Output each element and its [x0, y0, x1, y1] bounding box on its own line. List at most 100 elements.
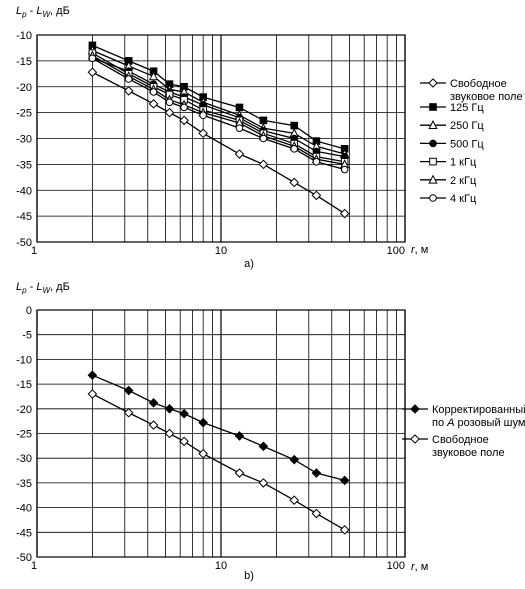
data-point — [234, 149, 245, 159]
legend-marker — [428, 120, 438, 129]
y-tick-label: -25 — [16, 429, 32, 441]
data-point — [340, 165, 349, 174]
y-tick-label: -20 — [16, 404, 32, 416]
y-axis-label-sub-p: p — [21, 10, 27, 19]
y-axis-label-dash: - — [27, 281, 37, 293]
y-tick-label: -10 — [16, 354, 32, 366]
x-axis-label: r, м — [411, 244, 428, 256]
x-tick-label: 10 — [215, 245, 227, 257]
data-point — [235, 103, 244, 112]
x-tick-label: 100 — [387, 560, 405, 572]
legend-marker — [410, 404, 420, 414]
data-point — [339, 208, 350, 219]
data-point — [149, 88, 158, 96]
x-axis-label-r: r — [411, 561, 416, 573]
data-point — [164, 428, 175, 439]
panel-label: b) — [244, 570, 254, 582]
x-tick-label: 1 — [31, 560, 37, 572]
data-point — [290, 145, 299, 153]
legend-label: звуковое поле — [450, 91, 523, 103]
legend-label: Свободное — [450, 78, 507, 90]
y-tick-label: -35 — [16, 159, 32, 171]
legend-marker — [429, 194, 437, 202]
legend-marker — [428, 174, 438, 184]
y-axis-label-sub-W: W — [42, 286, 51, 295]
data-point — [165, 98, 174, 107]
data-point — [198, 448, 208, 459]
data-point — [289, 495, 300, 505]
plot-frame — [36, 34, 406, 243]
y-axis-label-L2: L — [36, 281, 42, 293]
series-0 — [87, 67, 350, 219]
data-point — [234, 468, 245, 478]
data-point — [87, 370, 98, 381]
data-point — [164, 107, 175, 118]
data-point — [179, 115, 189, 126]
y-tick-label: -15 — [16, 56, 32, 68]
data-point — [339, 525, 350, 535]
panel-b-grid — [36, 309, 406, 558]
y-tick-label: -15 — [16, 379, 32, 391]
legend-label: 500 Гц — [450, 138, 484, 150]
x-axis-label: r, м — [411, 561, 428, 573]
legend-label-part: по — [432, 417, 447, 429]
data-point — [312, 157, 321, 166]
panel-b-chart: 0 -5 -10 -15 -20 -25 -30 -35 -40 -45 -501 10 100 Lp -… — [16, 281, 525, 582]
y-tick-label: -50 — [16, 552, 32, 564]
series-1 — [87, 389, 350, 535]
panel-label: a) — [244, 258, 254, 270]
y-axis-label-unit: , дБ — [50, 5, 70, 17]
data-point — [259, 134, 268, 143]
y-tick-label: -20 — [16, 82, 32, 94]
legend-label: 4 кГц — [450, 193, 477, 205]
data-point — [234, 431, 245, 441]
y-axis-label-sub-W: W — [42, 10, 51, 19]
legend-label: 250 Гц — [450, 120, 484, 132]
y-axis-label-unit: , дБ — [50, 281, 70, 293]
data-point — [198, 417, 208, 428]
legend-label: 1 кГц — [450, 157, 477, 169]
data-point — [311, 508, 322, 519]
x-tick-label: 100 — [387, 245, 405, 257]
x-axis-label-unit: , м — [415, 244, 429, 256]
legend-marker — [410, 434, 420, 444]
y-axis-label: Lp - LW, дБ — [16, 5, 70, 19]
y-tick-label: -45 — [16, 211, 32, 223]
legend-label-part: A — [446, 417, 454, 429]
y-tick-label: -30 — [16, 453, 32, 465]
y-axis-label-L2: L — [36, 5, 42, 17]
data-point — [148, 71, 159, 81]
y-tick-label: -25 — [16, 108, 32, 120]
series-6 — [88, 54, 349, 174]
data-point — [259, 116, 268, 125]
y-axis-label-L: L — [16, 5, 22, 17]
data-point — [289, 454, 300, 465]
data-point — [179, 408, 189, 419]
data-point — [258, 478, 269, 488]
data-point — [124, 75, 133, 83]
legend-marker — [429, 139, 437, 148]
y-axis-label-dash: - — [27, 5, 37, 17]
data-point — [198, 128, 208, 139]
x-axis-label-unit: , м — [415, 561, 429, 573]
data-point — [180, 103, 188, 112]
data-point — [258, 159, 269, 170]
data-point — [339, 475, 350, 486]
data-point — [311, 190, 322, 201]
data-point — [148, 398, 159, 408]
y-axis-label: Lp - LW, дБ — [16, 281, 70, 295]
data-point — [123, 86, 134, 96]
data-point — [289, 177, 300, 188]
legend-label: Свободное — [432, 434, 489, 446]
data-point — [148, 99, 159, 109]
y-tick-label: -40 — [16, 185, 32, 197]
data-point — [199, 111, 207, 120]
data-point — [258, 441, 269, 452]
legend-marker — [428, 78, 438, 88]
data-point — [179, 436, 189, 447]
data-point — [164, 403, 175, 414]
